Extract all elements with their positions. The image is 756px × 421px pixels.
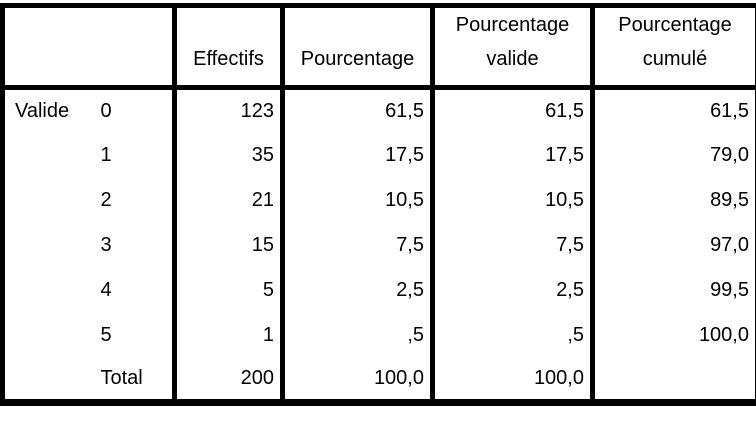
cell-pourcentage-valide: 61,5 [433, 88, 593, 133]
row-group-label [3, 358, 90, 403]
table-row: 3 15 7,5 7,5 97,0 [3, 223, 756, 268]
cell-pourcentage: ,5 [283, 313, 433, 358]
cell-pourcentage-cumule: 79,0 [593, 133, 756, 178]
cell-effectifs: 1 [175, 313, 283, 358]
cell-pourcentage-cumule: 89,5 [593, 178, 756, 223]
col-header-label: Pourcentage [301, 48, 414, 70]
cell-pourcentage-valide: 7,5 [433, 223, 593, 268]
cell-pourcentage-cumule: 61,5 [593, 88, 756, 133]
cell-effectifs: 15 [175, 223, 283, 268]
col-header-pourcentage-cumule: Pourcentage cumulé [593, 6, 756, 88]
cell-pourcentage: 61,5 [283, 88, 433, 133]
cell-pourcentage-cumule: 99,5 [593, 268, 756, 313]
cell-effectifs: 123 [175, 88, 283, 133]
row-value-label: 2 [90, 178, 175, 223]
cell-effectifs: 35 [175, 133, 283, 178]
cell-pourcentage-valide: ,5 [433, 313, 593, 358]
row-group-label: Valide [3, 88, 90, 133]
table-row: 5 1 ,5 ,5 100,0 [3, 313, 756, 358]
cell-effectifs: 5 [175, 268, 283, 313]
row-group-label [3, 268, 90, 313]
cell-pourcentage-valide: 17,5 [433, 133, 593, 178]
row-value-label: 3 [90, 223, 175, 268]
cell-effectifs: 21 [175, 178, 283, 223]
cell-pourcentage-cumule [593, 358, 756, 403]
row-group-label [3, 313, 90, 358]
table-row: 4 5 2,5 2,5 99,5 [3, 268, 756, 313]
row-value-label: 0 [90, 88, 175, 133]
col-header-label-line1: Pourcentage [456, 14, 569, 36]
cell-pourcentage-valide: 2,5 [433, 268, 593, 313]
cell-pourcentage: 2,5 [283, 268, 433, 313]
row-total-label: Total [90, 358, 175, 403]
row-value-label: 1 [90, 133, 175, 178]
cell-pourcentage-valide: 100,0 [433, 358, 593, 403]
corner-empty-cell [3, 6, 175, 88]
cell-pourcentage-valide: 10,5 [433, 178, 593, 223]
row-group-label [3, 223, 90, 268]
cell-pourcentage: 7,5 [283, 223, 433, 268]
row-group-label [3, 178, 90, 223]
table-row: 2 21 10,5 10,5 89,5 [3, 178, 756, 223]
col-header-label-line2: valide [486, 48, 538, 70]
cell-pourcentage: 17,5 [283, 133, 433, 178]
col-header-effectifs: Effectifs [175, 6, 283, 88]
col-header-pourcentage-valide: Pourcentage valide [433, 6, 593, 88]
cell-pourcentage-cumule: 100,0 [593, 313, 756, 358]
cell-pourcentage: 100,0 [283, 358, 433, 403]
col-header-label-line2: cumulé [643, 48, 707, 70]
table-row: Valide 0 123 61,5 61,5 61,5 [3, 88, 756, 133]
row-group-label [3, 133, 90, 178]
col-header-pourcentage: Pourcentage [283, 6, 433, 88]
row-value-label: 5 [90, 313, 175, 358]
row-value-label: 4 [90, 268, 175, 313]
cell-pourcentage-cumule: 97,0 [593, 223, 756, 268]
cell-pourcentage: 10,5 [283, 178, 433, 223]
cell-effectifs: 200 [175, 358, 283, 403]
table-row: 1 35 17,5 17,5 79,0 [3, 133, 756, 178]
col-header-label: Effectifs [193, 48, 264, 70]
table-row-total: Total 200 100,0 100,0 [3, 358, 756, 403]
col-header-label-line1: Pourcentage [618, 14, 731, 36]
